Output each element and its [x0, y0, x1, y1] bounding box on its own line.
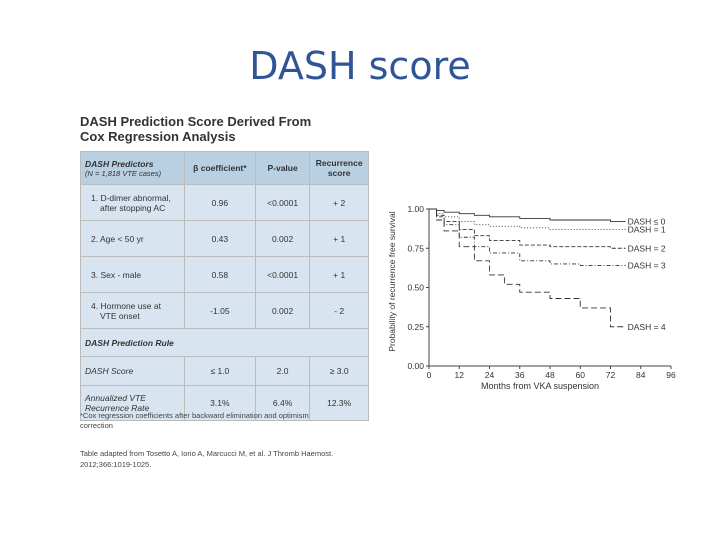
- rate-label: Annualized VTE Recurrence Rate: [80, 385, 185, 421]
- predictor-label-line1: 1. D-dimer abnormal,: [91, 192, 171, 203]
- rate-mid: 6.4%: [254, 385, 311, 421]
- rate-label-line1: Annualized VTE: [85, 393, 146, 403]
- score-label: DASH Score: [80, 356, 185, 386]
- table-source: Table adapted from Tosetto A, Iorio A, M…: [80, 448, 380, 470]
- header-recurrence-line2: score: [327, 168, 351, 178]
- x-tick-label: 0: [427, 370, 432, 380]
- predictor-label-line2: VTE onset: [100, 310, 140, 321]
- rate-low: 3.1%: [183, 385, 256, 421]
- x-tick-label: 12: [455, 370, 465, 380]
- series-label: DASH ≤ 0: [628, 217, 666, 227]
- y-tick-label: 0.25: [407, 322, 424, 332]
- survival-curve-1: [429, 208, 626, 223]
- header-beta: β coefficient*: [183, 151, 256, 185]
- y-tick-label: 1.00: [407, 204, 424, 214]
- score-mid: 2.0: [254, 356, 311, 386]
- predictor-label-line1: 2. Age < 50 yr: [91, 233, 144, 244]
- slide-title: DASH score: [249, 44, 471, 88]
- predictor-label-line2: after stopping AC: [100, 202, 166, 213]
- p-value: <0.0001: [254, 184, 311, 221]
- header-pvalue: P-value: [254, 151, 311, 185]
- source-line1: Table adapted from Tosetto A, Iorio A, M…: [80, 449, 334, 458]
- x-tick-label: 36: [515, 370, 525, 380]
- p-value: 0.002: [254, 220, 311, 257]
- score-low: ≤ 1.0: [183, 356, 256, 386]
- predictor-label: 3. Sex - male: [80, 256, 185, 293]
- x-tick-label: 96: [666, 370, 676, 380]
- recurrence-score: - 2: [309, 292, 369, 329]
- series-label: DASH = 4: [628, 322, 666, 332]
- x-tick-label: 60: [576, 370, 586, 380]
- x-axis-label: Months from VKA suspension: [481, 381, 599, 391]
- header-recurrence-line1: Recurrence: [315, 158, 363, 168]
- header-predictors-label: DASH Predictors: [85, 158, 154, 169]
- beta-value: -1.05: [183, 292, 256, 329]
- survival-curve-5: [429, 208, 626, 328]
- recurrence-score: + 2: [309, 184, 369, 221]
- footnote-line1: *Cox regression coefficients after backw…: [80, 411, 309, 420]
- header-recurrence: Recurrence score: [309, 151, 369, 185]
- rate-high: 12.3%: [309, 385, 369, 421]
- x-tick-label: 72: [606, 370, 616, 380]
- predictor-label-line1: 4. Hormone use at: [91, 300, 161, 311]
- x-tick-label: 48: [545, 370, 555, 380]
- y-tick-label: 0.50: [407, 283, 424, 293]
- table-row: 4. Hormone use at VTE onset -1.05 0.002 …: [80, 292, 369, 329]
- table-row: 1. D-dimer abnormal, after stopping AC 0…: [80, 184, 369, 221]
- x-tick-label: 24: [485, 370, 495, 380]
- beta-value: 0.43: [183, 220, 256, 257]
- y-tick-label: 0.75: [407, 243, 424, 253]
- series-label: DASH = 2: [628, 243, 666, 253]
- predictor-label-line1: 3. Sex - male: [91, 269, 142, 280]
- survival-chart: 0 12 24 36 48 60 72 84 96 0.00 0.25 0.50 0.75 1.00 Mon…: [383, 195, 688, 405]
- series-label: DASH = 3: [628, 261, 666, 271]
- y-axis-label: Probability of recurrence free survival: [387, 211, 397, 351]
- predictor-label: 4. Hormone use at VTE onset: [80, 292, 185, 329]
- table-heading: DASH Prediction Score Derived From Cox R…: [80, 114, 380, 144]
- survival-chart-svg: 0 12 24 36 48 60 72 84 96 0.00 0.25 0.50 0.75 1.00 Mon…: [387, 204, 676, 391]
- survival-curve-2: [429, 208, 626, 230]
- source-line2: 2012;366:1019-1025.: [80, 460, 152, 469]
- header-cases: (N = 1,818 VTE cases): [85, 168, 162, 178]
- p-value: <0.0001: [254, 256, 311, 293]
- beta-value: 0.96: [183, 184, 256, 221]
- predictor-label: 1. D-dimer abnormal, after stopping AC: [80, 184, 185, 221]
- survival-curve-4: [429, 208, 626, 266]
- table-footnote: *Cox regression coefficients after backw…: [80, 411, 380, 431]
- rule-heading-row: DASH Prediction Rule: [80, 328, 369, 357]
- beta-value: 0.58: [183, 256, 256, 293]
- x-tick-label: 84: [636, 370, 646, 380]
- p-value: 0.002: [254, 292, 311, 329]
- survival-curve-3: [429, 208, 626, 249]
- table-row: 2. Age < 50 yr 0.43 0.002 + 1: [80, 220, 369, 257]
- header-predictors: DASH Predictors (N = 1,818 VTE cases): [80, 151, 185, 185]
- table-heading-line2: Cox Regression Analysis: [80, 129, 236, 144]
- dash-table: DASH Predictors (N = 1,818 VTE cases) β …: [80, 151, 369, 421]
- footnote-line2: correction: [80, 421, 113, 430]
- table-row: 3. Sex - male 0.58 <0.0001 + 1: [80, 256, 369, 293]
- recurrence-score: + 1: [309, 256, 369, 293]
- rate-label-line2: Recurrence Rate: [85, 403, 150, 413]
- rate-row: Annualized VTE Recurrence Rate 3.1% 6.4%…: [80, 385, 369, 421]
- y-tick-label: 0.00: [407, 361, 424, 371]
- score-row: DASH Score ≤ 1.0 2.0 ≥ 3.0: [80, 356, 369, 386]
- table-heading-line1: DASH Prediction Score Derived From: [80, 114, 312, 129]
- predictor-label: 2. Age < 50 yr: [80, 220, 185, 257]
- table-header-row: DASH Predictors (N = 1,818 VTE cases) β …: [80, 151, 369, 185]
- recurrence-score: + 1: [309, 220, 369, 257]
- series-label: DASH = 1: [628, 224, 666, 234]
- rule-heading: DASH Prediction Rule: [80, 328, 369, 357]
- dash-table-container: DASH Predictors (N = 1,818 VTE cases) β …: [80, 151, 369, 421]
- score-high: ≥ 3.0: [309, 356, 369, 386]
